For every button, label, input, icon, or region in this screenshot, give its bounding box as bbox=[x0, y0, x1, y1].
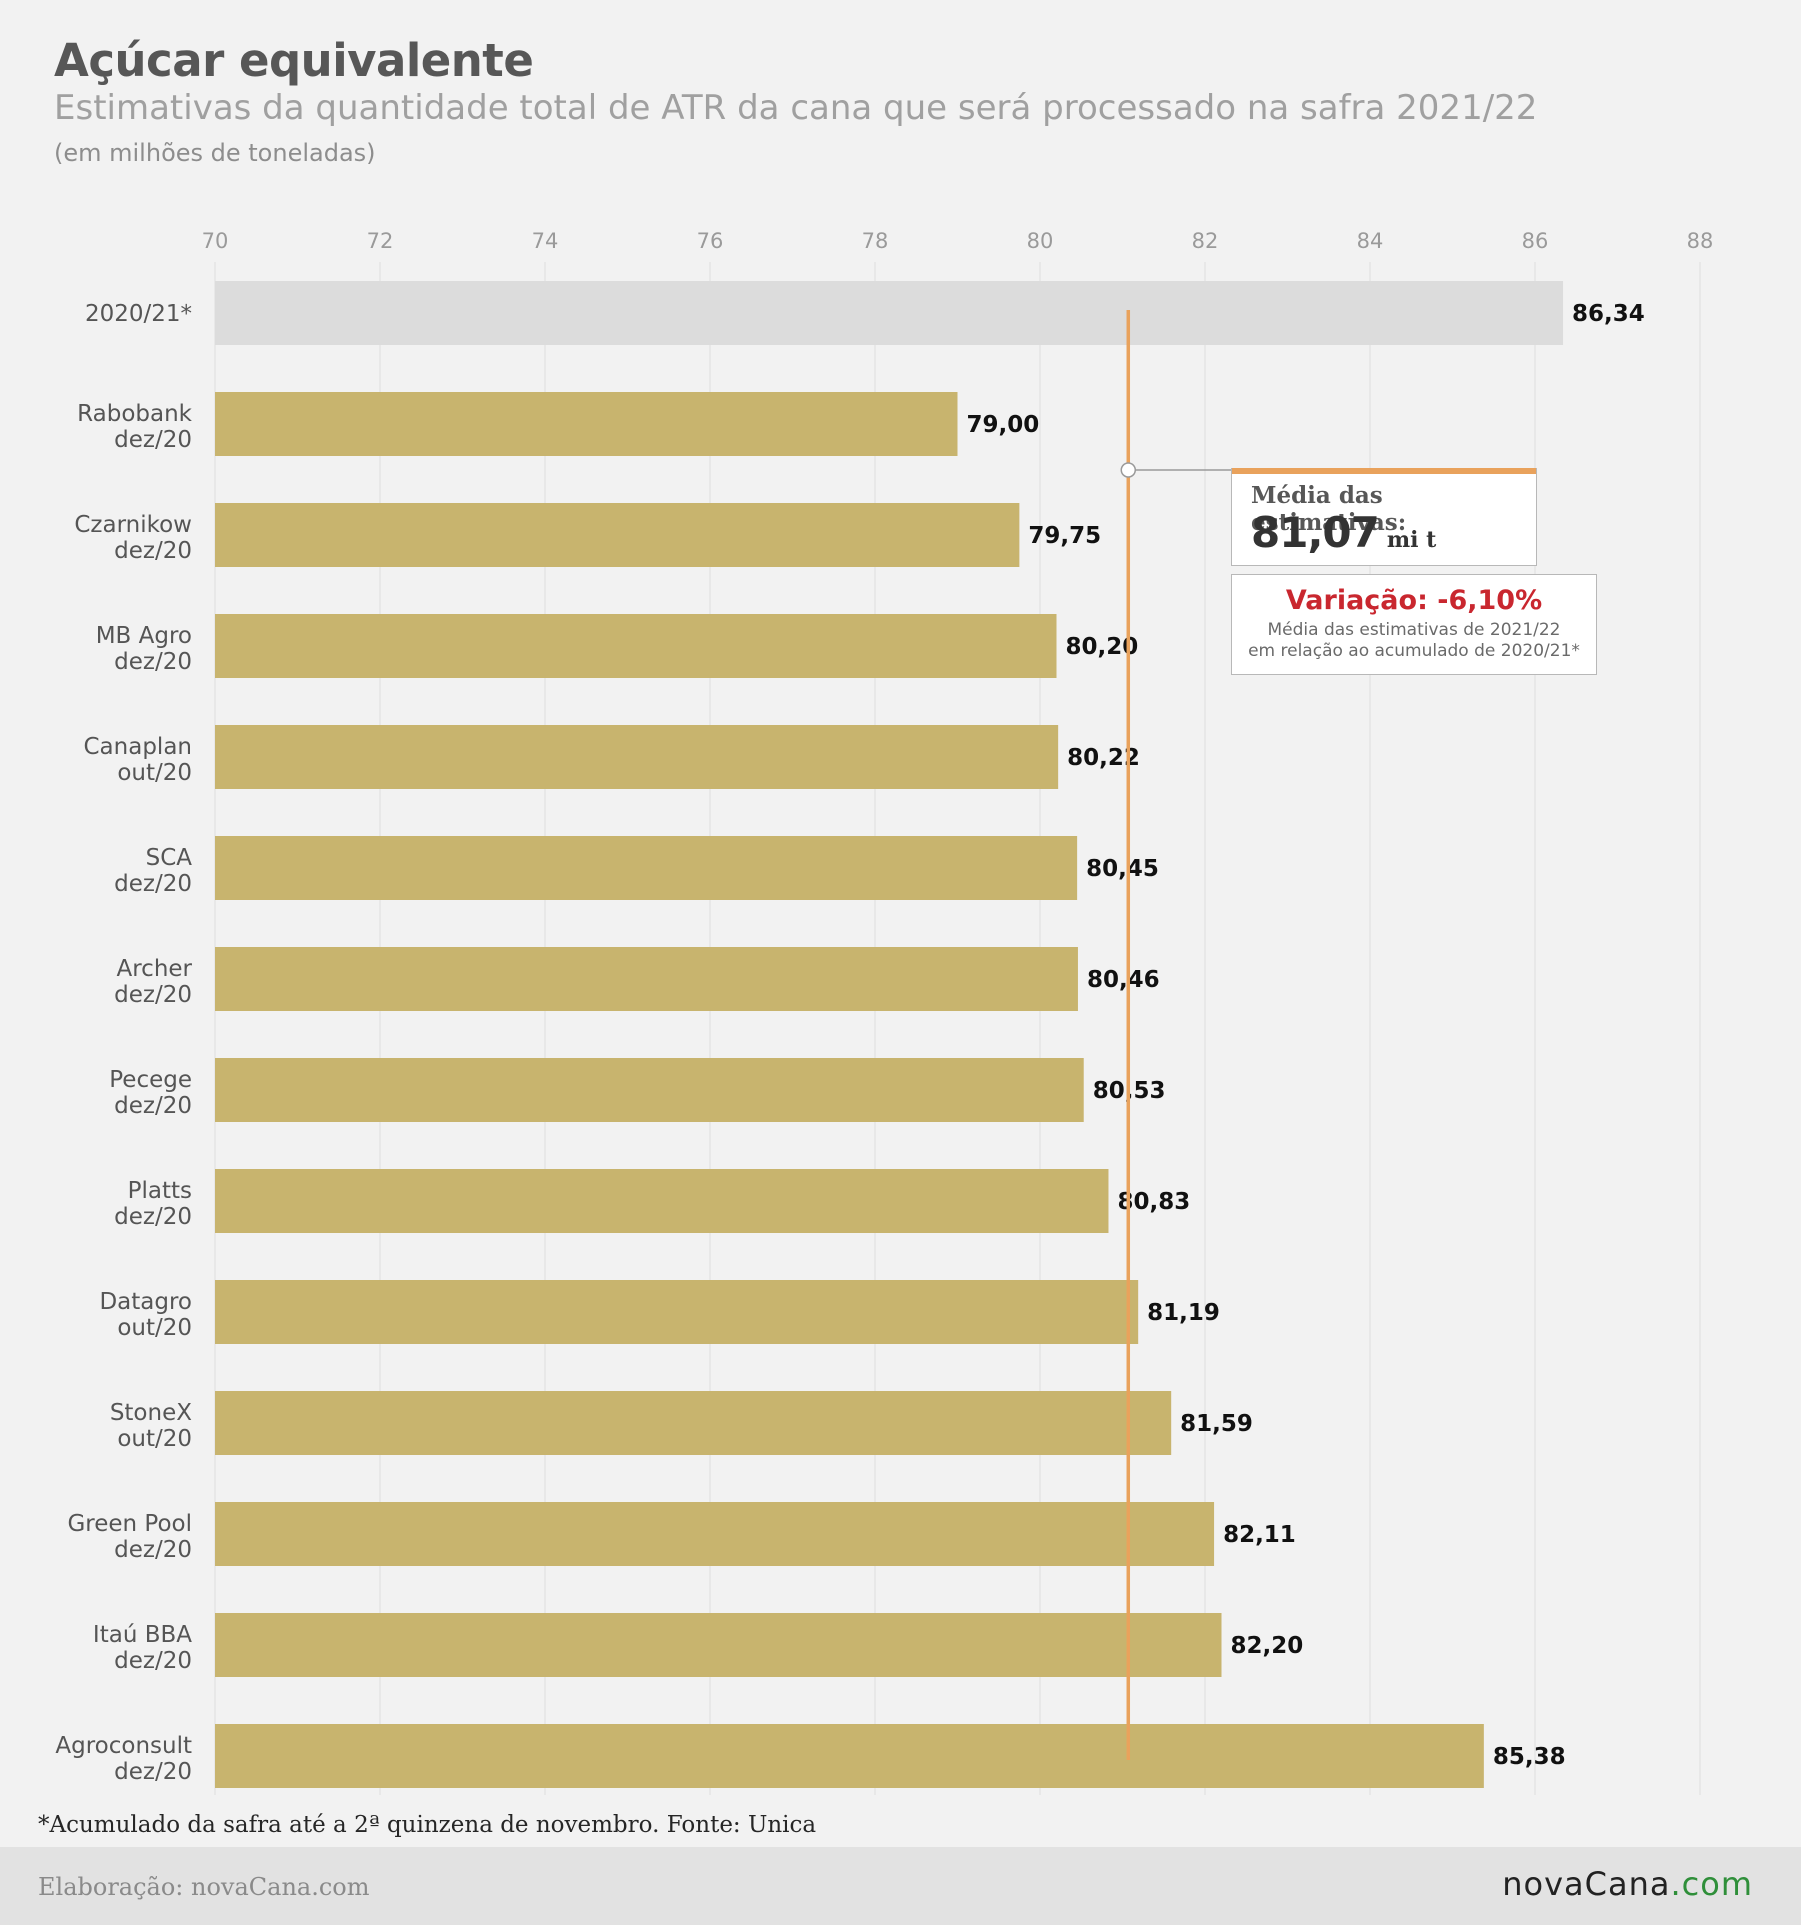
callout-value-row: 81,07 mi t bbox=[1251, 508, 1436, 557]
footnote: *Acumulado da safra até a 2ª quinzena de… bbox=[38, 1812, 817, 1838]
value-label-6: 80,46 bbox=[1087, 967, 1160, 993]
category-label-6: Archer bbox=[116, 956, 192, 982]
x-tick-label-88: 88 bbox=[1687, 229, 1714, 253]
value-label-1: 79,00 bbox=[967, 412, 1040, 438]
category-label-7: Pecege bbox=[109, 1067, 192, 1093]
novacana-logo[interactable]: novaCana.com bbox=[1502, 1865, 1753, 1903]
footer: Elaboração: novaCana.com novaCana.com bbox=[0, 1847, 1801, 1925]
category-sublabel-13: dez/20 bbox=[114, 1759, 192, 1785]
callout-unit: mi t bbox=[1386, 527, 1437, 553]
category-label-10: StoneX bbox=[110, 1400, 192, 1426]
bar-4 bbox=[215, 725, 1059, 789]
credit-text: Elaboração: novaCana.com bbox=[38, 1873, 370, 1901]
bar-13 bbox=[215, 1724, 1484, 1788]
chart-subtitle: Estimativas da quantidade total de ATR d… bbox=[54, 88, 1538, 128]
value-label-11: 82,11 bbox=[1223, 1522, 1296, 1548]
x-tick-label-82: 82 bbox=[1192, 229, 1219, 253]
x-tick-label-78: 78 bbox=[862, 229, 889, 253]
value-label-12: 82,20 bbox=[1231, 1633, 1304, 1659]
variation-note: Média das estimativas de 2021/22 em rela… bbox=[1232, 620, 1596, 662]
bar-2 bbox=[215, 503, 1020, 567]
value-label-0: 86,34 bbox=[1572, 301, 1645, 327]
category-sublabel-3: dez/20 bbox=[114, 649, 192, 675]
variation-box: Variação: -6,10% Média das estimativas d… bbox=[1231, 574, 1597, 675]
bar-10 bbox=[215, 1391, 1172, 1455]
value-label-2: 79,75 bbox=[1028, 523, 1101, 549]
x-tick-label-76: 76 bbox=[697, 229, 724, 253]
category-sublabel-7: dez/20 bbox=[114, 1093, 192, 1119]
bar-7 bbox=[215, 1058, 1084, 1122]
category-label-12: Itaú BBA bbox=[93, 1622, 192, 1648]
variation-note-line2: em relação ao acumulado de 2020/21* bbox=[1248, 641, 1580, 661]
x-tick-label-86: 86 bbox=[1522, 229, 1549, 253]
category-label-13: Agroconsult bbox=[55, 1733, 192, 1759]
category-label-1: Rabobank bbox=[77, 401, 193, 427]
category-label-0: 2020/21* bbox=[85, 301, 192, 327]
category-label-11: Green Pool bbox=[67, 1511, 192, 1537]
bar-8 bbox=[215, 1169, 1109, 1233]
logo-main: novaCana bbox=[1502, 1865, 1671, 1903]
x-tick-label-84: 84 bbox=[1357, 229, 1384, 253]
bar-6 bbox=[215, 947, 1078, 1011]
callout-label: Média das estimativas: bbox=[1251, 482, 1407, 536]
bar-12 bbox=[215, 1613, 1222, 1677]
category-sublabel-10: out/20 bbox=[117, 1426, 192, 1452]
logo-suffix: .com bbox=[1670, 1865, 1753, 1903]
category-label-3: MB Agro bbox=[96, 623, 192, 649]
chart-title: Açúcar equivalente bbox=[54, 34, 534, 87]
category-label-4: Canaplan bbox=[84, 734, 193, 760]
x-tick-label-72: 72 bbox=[367, 229, 394, 253]
category-label-9: Datagro bbox=[99, 1289, 192, 1315]
category-sublabel-12: dez/20 bbox=[114, 1648, 192, 1674]
category-label-8: Platts bbox=[128, 1178, 192, 1204]
value-label-10: 81,59 bbox=[1180, 1411, 1253, 1437]
bar-1 bbox=[215, 392, 958, 456]
category-label-2: Czarnikow bbox=[74, 512, 192, 538]
category-sublabel-2: dez/20 bbox=[114, 538, 192, 564]
category-sublabel-6: dez/20 bbox=[114, 982, 192, 1008]
category-sublabel-11: dez/20 bbox=[114, 1537, 192, 1563]
category-sublabel-5: dez/20 bbox=[114, 871, 192, 897]
category-sublabel-8: dez/20 bbox=[114, 1204, 192, 1230]
average-callout: Média das estimativas: 81,07 mi t bbox=[1231, 468, 1537, 566]
category-sublabel-1: dez/20 bbox=[114, 427, 192, 453]
value-label-5: 80,45 bbox=[1086, 856, 1159, 882]
variation-note-line1: Média das estimativas de 2021/22 bbox=[1267, 620, 1561, 640]
x-tick-label-74: 74 bbox=[532, 229, 559, 253]
category-sublabel-4: out/20 bbox=[117, 760, 192, 786]
bar-5 bbox=[215, 836, 1078, 900]
x-tick-label-80: 80 bbox=[1027, 229, 1054, 253]
category-label-5: SCA bbox=[146, 845, 193, 871]
bar-chart: 70 72 74 76 78 80 82 84 86 88 2020/21* 86,34 Raboban… bbox=[55, 229, 1714, 1795]
variation-value: Variação: -6,10% bbox=[1285, 585, 1543, 616]
bar-3 bbox=[215, 614, 1057, 678]
category-sublabel-9: out/20 bbox=[117, 1315, 192, 1341]
bar-9 bbox=[215, 1280, 1139, 1344]
callout-connector-dot bbox=[1120, 462, 1137, 478]
x-tick-label-70: 70 bbox=[202, 229, 229, 253]
value-label-9: 81,19 bbox=[1147, 1300, 1220, 1326]
callout-value: 81,07 bbox=[1251, 508, 1380, 557]
bar-11 bbox=[215, 1502, 1215, 1566]
unit-label: (em milhões de toneladas) bbox=[54, 139, 376, 167]
value-label-3: 80,20 bbox=[1066, 634, 1139, 660]
callout-accent-bar bbox=[1232, 468, 1536, 474]
value-label-13: 85,38 bbox=[1493, 1744, 1566, 1770]
bar-0 bbox=[215, 281, 1564, 345]
